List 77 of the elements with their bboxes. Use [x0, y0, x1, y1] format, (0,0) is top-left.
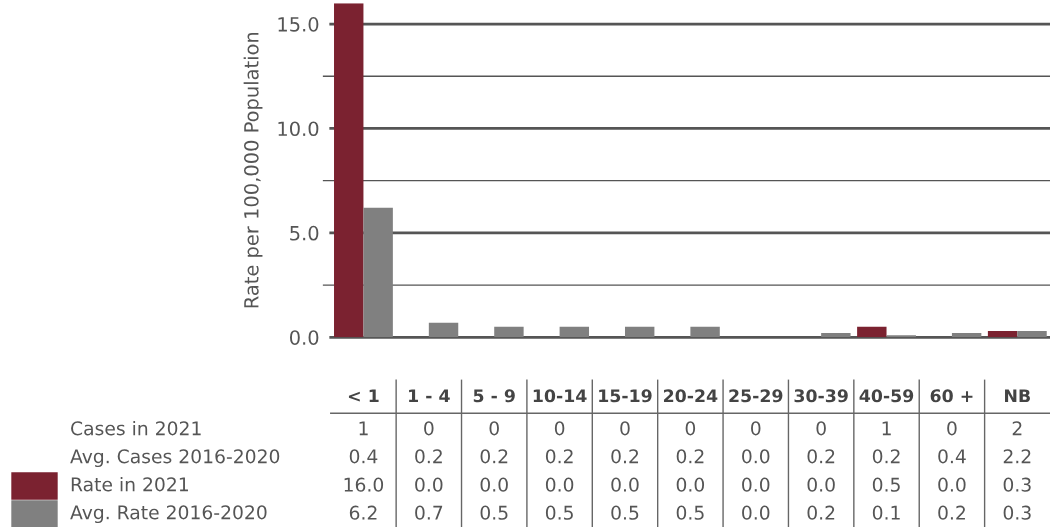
x-tick-label: NB: [1005, 389, 1030, 403]
x-tick-label: 60 +: [930, 389, 973, 403]
data-label: 0.3: [1003, 505, 1031, 520]
bar: [951, 333, 982, 338]
data-label: 0.1: [872, 505, 900, 520]
text: 2.2: [1003, 449, 1031, 464]
data-label: 0.5: [872, 477, 900, 492]
text: 0.2: [807, 449, 835, 464]
bar: [624, 326, 655, 338]
data-label: 0.5: [611, 505, 639, 520]
text: 0: [620, 421, 630, 436]
x-tick-label: 25-29: [729, 389, 783, 403]
data-label: 0.5: [480, 505, 508, 520]
x-tick-label: 1 - 4: [409, 389, 450, 403]
data-label: 0.0: [545, 477, 574, 492]
data-label: 0.2: [938, 505, 965, 520]
data-label: 0.0: [415, 477, 443, 492]
text: 0: [489, 421, 499, 436]
bar: [690, 326, 720, 338]
data-label: 0.5: [545, 505, 573, 520]
x-tick-label: 10-14: [533, 389, 587, 403]
text: 1: [359, 421, 368, 436]
text: 0.2: [480, 449, 508, 464]
text: 0.4: [938, 449, 966, 464]
bar: [428, 322, 459, 338]
text: 0.2: [676, 449, 704, 464]
bar: [334, 3, 364, 338]
text: 0.0: [742, 449, 770, 464]
text: 1: [882, 421, 891, 436]
y-tick-label: 10.0: [278, 121, 319, 137]
legend-label: Avg. Rate 2016-2020: [70, 505, 267, 524]
text: 0.2: [872, 449, 900, 464]
y-tick-label: 15.0: [278, 17, 319, 32]
text: 0.2: [415, 449, 442, 464]
x-tick-label: < 1: [348, 389, 379, 403]
data-label: 0.5: [676, 505, 704, 520]
text: 0: [424, 421, 434, 436]
x-tick-label: 15-19: [599, 389, 652, 403]
y-axis-title: Rate per 100,000 Population: [243, 32, 263, 308]
x-tick-label: 30-39: [794, 389, 848, 403]
bar: [821, 333, 851, 338]
data-label: 0.0: [480, 477, 508, 492]
text: 0: [751, 421, 761, 436]
data-label: 0.2: [807, 505, 835, 520]
text: 0.4: [349, 449, 378, 464]
text: 0: [685, 421, 696, 436]
data-label: 0.0: [742, 505, 770, 520]
bar: [987, 331, 1018, 338]
data-label: 16.0: [344, 477, 384, 492]
text: Avg. Cases 2016-2020: [70, 449, 280, 468]
y-tick-label: 0.0: [290, 330, 319, 345]
data-label: 0.0: [807, 477, 835, 492]
x-tick-label: 40-59: [859, 389, 914, 403]
bar: [363, 207, 393, 338]
data-label: 0.7: [415, 505, 443, 520]
x-tick-label: 5 - 9: [473, 389, 515, 403]
text: Cases in 2021: [71, 420, 201, 436]
bar: [857, 326, 887, 338]
x-tick-label: 20-24: [663, 389, 718, 403]
text: 0: [816, 421, 826, 436]
data-label: 0.0: [611, 477, 639, 492]
bar: [559, 326, 590, 338]
text: 0: [554, 421, 565, 436]
data-label: 0.0: [742, 477, 770, 492]
data-label: 6.2: [349, 505, 377, 520]
text: 0: [947, 421, 957, 436]
text: 2: [1012, 421, 1022, 436]
text: 0.2: [545, 449, 573, 464]
y-tick-label: 5.0: [290, 225, 319, 241]
text: 0.2: [611, 449, 639, 464]
legend-label: Rate in 2021: [71, 476, 188, 492]
data-label: 0.3: [1003, 477, 1031, 492]
bar: [886, 335, 916, 338]
bar: [494, 326, 524, 338]
data-label: 0.0: [938, 477, 966, 492]
data-label: 0.0: [676, 477, 705, 492]
bar: [1017, 331, 1047, 338]
